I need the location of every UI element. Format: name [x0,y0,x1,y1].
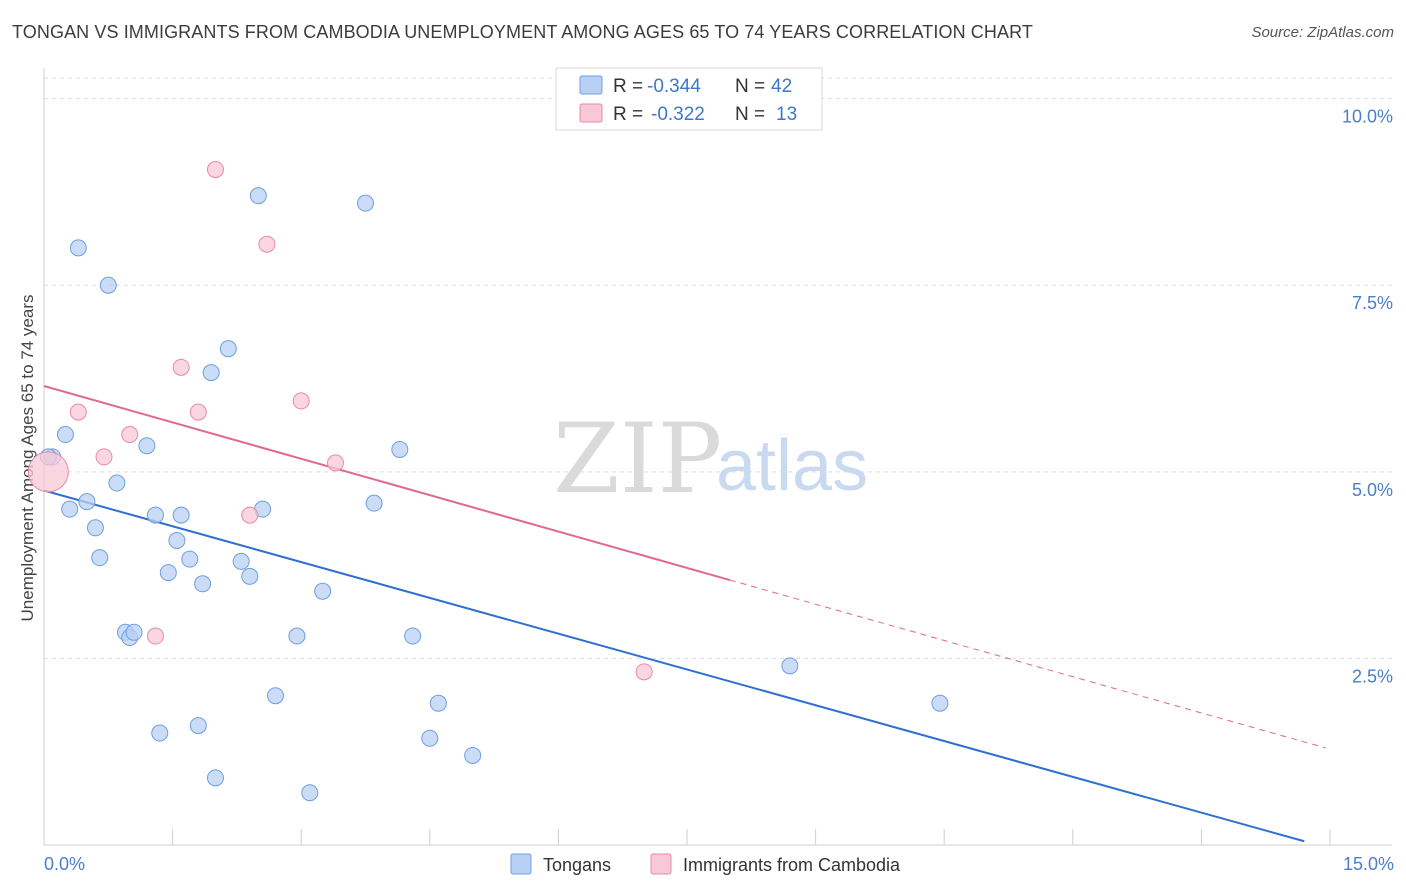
point-tongans [86,519,104,537]
point-cambodia [258,235,276,253]
point-tongans [931,694,949,712]
legend-r-value-cambodia: -0.322 [651,104,705,125]
series-legend: Tongans Immigrants from Cambodia [510,853,901,875]
y-tick-label: 5.0% [1352,480,1393,500]
y-tick-labels: 2.5% 5.0% 7.5% 10.0% [1342,107,1393,687]
point-tongans [151,724,169,742]
point-tongans [314,582,332,600]
point-tongans [69,239,87,257]
point-tongans [189,717,207,735]
point-tongans [219,340,237,358]
point-tongans [194,575,212,593]
trend-line-tongans [43,489,1305,843]
point-tongans [61,500,79,518]
legend-r-value-tongans: -0.344 [647,76,701,97]
x-tick-label-min: 0.0% [44,854,85,874]
point-cambodia [326,454,344,472]
bottom-legend-swatch-cambodia [650,853,672,875]
point-tongans [181,550,199,568]
point-tongans [781,657,799,675]
point-tongans [404,627,422,645]
point-tongans [202,364,220,382]
legend-r-label-cambodia: R = [613,104,643,125]
point-cambodia [121,426,139,444]
x-tick-labels: 0.0% 15.0% [44,854,1394,874]
correlation-legend: R = -0.344 N = 42 R = -0.322 N = 13 [555,67,823,131]
legend-r-label-tongans: R = [613,76,643,97]
watermark: ZIP atlas [553,403,868,515]
point-tongans [206,769,224,787]
point-tongans [421,729,439,747]
legend-n-label-cambodia: N = [735,104,765,125]
point-cambodia [146,627,164,645]
point-tongans [168,531,186,549]
legend-n-value-tongans: 42 [771,76,792,97]
point-tongans [146,506,164,524]
point-cambodia [635,663,653,681]
x-ticks [172,829,1331,845]
point-cambodia [172,358,190,376]
point-cambodia [189,403,207,421]
point-cambodia [95,448,113,466]
point-tongans [464,746,482,764]
point-tongans [108,474,126,492]
point-cambodia [27,451,69,493]
point-tongans [232,552,250,570]
trend-line-cambodia [43,385,731,582]
point-tongans [249,187,267,205]
watermark-zip: ZIP [553,403,722,515]
bottom-legend-label-cambodia: Immigrants from Cambodia [683,855,901,875]
point-tongans [266,687,284,705]
point-tongans [125,623,143,641]
point-tongans [172,506,190,524]
legend-n-value-cambodia: 13 [776,104,797,125]
point-tongans [159,564,177,582]
point-tongans [99,276,117,294]
y-tick-label: 2.5% [1352,666,1393,686]
point-tongans [391,440,409,458]
point-tongans [56,426,74,444]
point-cambodia [69,403,87,421]
source-label: Source: ZipAtlas.com [1251,24,1394,41]
y-tick-label: 10.0% [1342,107,1393,127]
trend-lines [43,385,1326,843]
bottom-legend-swatch-tongans [510,853,532,875]
point-cambodia [241,506,259,524]
point-cambodia [206,161,224,179]
point-tongans [357,194,374,212]
watermark-atlas: atlas [716,426,868,506]
point-tongans [241,567,259,585]
legend-n-label-tongans: N = [735,76,765,97]
data-points [27,161,949,802]
x-tick-label-max: 15.0% [1343,854,1394,874]
point-cambodia [292,392,310,410]
point-tongans [288,627,306,645]
legend-swatch-tongans [579,75,603,95]
point-tongans [429,694,447,712]
legend-swatch-cambodia [579,103,603,123]
bottom-legend-label-tongans: Tongans [543,855,611,875]
point-tongans [365,494,383,512]
point-tongans [78,493,96,511]
y-tick-label: 7.5% [1352,293,1393,313]
point-tongans [301,784,319,802]
trend-line-cambodia-extension [729,579,1326,749]
chart-title: TONGAN VS IMMIGRANTS FROM CAMBODIA UNEMP… [12,22,1033,42]
point-tongans [91,549,109,567]
point-tongans [138,437,156,455]
